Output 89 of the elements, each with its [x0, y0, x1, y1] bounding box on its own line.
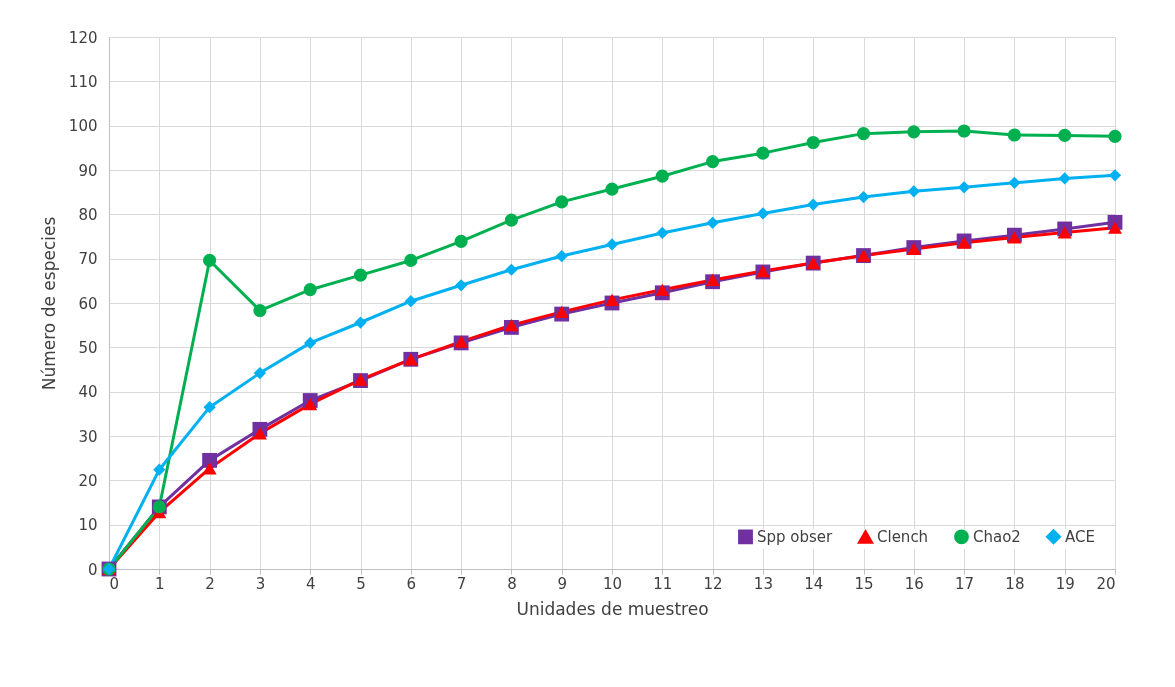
- point: [303, 398, 318, 411]
- point: [203, 253, 217, 268]
- point: [303, 283, 317, 297]
- point: [907, 125, 921, 139]
- point: [554, 305, 569, 318]
- y-tick-label: 50: [78, 338, 98, 357]
- point: [1108, 169, 1122, 182]
- x-tick-label: 7: [456, 574, 467, 593]
- point: [856, 127, 871, 141]
- y-axis-title: Número de especies: [38, 216, 59, 391]
- y-tick-label: 110: [68, 72, 98, 91]
- point: [454, 234, 468, 248]
- point: [857, 190, 870, 204]
- point: [957, 124, 971, 138]
- point: [907, 185, 920, 198]
- point: [806, 135, 820, 150]
- x-tick-label: 4: [305, 574, 316, 593]
- x-tick-label: 20: [1096, 574, 1116, 593]
- legend-label: Chao2: [973, 527, 1021, 546]
- point: [1058, 172, 1071, 185]
- x-tick-label: 3: [255, 574, 266, 593]
- point: [404, 253, 418, 268]
- point: [454, 279, 468, 292]
- point: [354, 316, 367, 329]
- x-axis-title: Unidades de muestreo: [516, 598, 709, 619]
- point: [1007, 231, 1022, 244]
- legend-label: Clench: [877, 528, 929, 547]
- x-tick-label: 6: [406, 574, 417, 593]
- point: [957, 181, 971, 194]
- x-tick-label: 11: [653, 574, 673, 593]
- y-tick-label: 80: [78, 205, 98, 224]
- point: [1008, 176, 1021, 189]
- legend-label: Spp obser: [757, 527, 834, 546]
- x-tick-label: 17: [955, 574, 975, 593]
- point: [655, 283, 670, 296]
- point: [253, 303, 267, 318]
- x-tick-label: 0: [109, 574, 120, 593]
- y-tick-label: 40: [78, 383, 98, 402]
- x-tick-label: 15: [854, 574, 874, 593]
- x-tick-label: 9: [557, 574, 567, 593]
- x-tick-label: 18: [1005, 574, 1025, 593]
- point: [304, 336, 317, 350]
- point: [656, 226, 669, 240]
- point: [404, 295, 417, 308]
- point: [555, 249, 568, 263]
- x-tick-label: 8: [507, 574, 517, 593]
- point: [605, 182, 619, 196]
- point: [1007, 128, 1021, 142]
- point: [202, 452, 218, 468]
- point: [252, 427, 267, 440]
- x-tick-label: 1: [155, 574, 165, 593]
- point: [706, 155, 720, 169]
- y-tick-label: 90: [78, 161, 98, 180]
- point: [504, 213, 518, 227]
- y-tick-label: 10: [78, 516, 98, 535]
- point: [555, 195, 569, 209]
- point: [807, 198, 820, 211]
- point: [706, 216, 719, 229]
- legend-label: ACE: [1065, 527, 1095, 546]
- point: [505, 263, 518, 276]
- x-tick-label: 14: [804, 574, 824, 593]
- x-tick-label: 19: [1055, 574, 1075, 593]
- point: [756, 207, 770, 220]
- y-tick-label: 60: [78, 294, 98, 313]
- y-tick-label: 30: [78, 427, 98, 446]
- point: [1057, 226, 1072, 239]
- x-tick-label: 10: [602, 574, 623, 593]
- point: [756, 146, 770, 160]
- y-tick-label: 20: [78, 471, 98, 490]
- point: [605, 238, 619, 251]
- point: [253, 366, 267, 380]
- x-tick-label: 12: [703, 574, 723, 593]
- x-tick-label: 5: [356, 574, 366, 593]
- point: [202, 462, 217, 475]
- x-tick-label: 2: [205, 574, 215, 593]
- y-tick-label: 100: [68, 117, 98, 136]
- y-tick-label: 0: [87, 560, 98, 579]
- point: [203, 401, 216, 414]
- point: [153, 463, 166, 476]
- x-tick-label: 13: [753, 574, 773, 593]
- point: [353, 268, 368, 282]
- point: [1058, 128, 1072, 142]
- y-tick-label: 120: [68, 28, 98, 47]
- x-tick-label: 16: [904, 574, 924, 593]
- point: [1108, 129, 1122, 143]
- point: [1107, 221, 1123, 234]
- point: [655, 169, 669, 183]
- y-tick-label: 70: [78, 250, 98, 269]
- point: [604, 293, 620, 306]
